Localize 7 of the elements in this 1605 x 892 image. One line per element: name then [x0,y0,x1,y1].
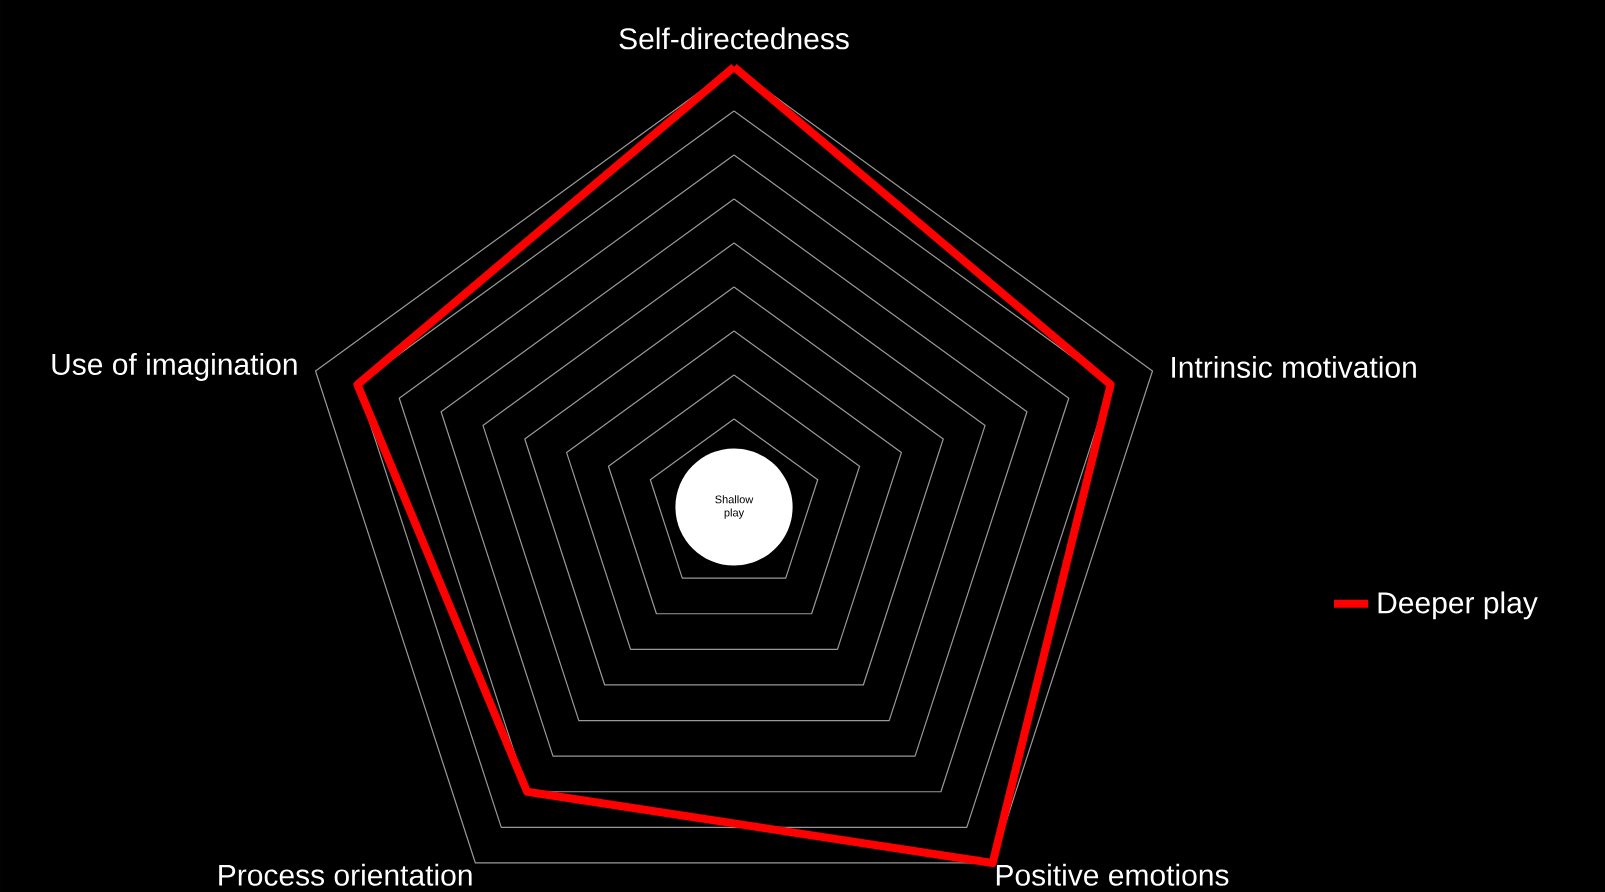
spoke-label: Positive emotions [996,863,1229,886]
spoke-label: Intrinsic motivation [1172,355,1416,378]
spoke-label: Self-directedness [619,27,849,50]
spoke-label: Use of imagination [52,352,297,381]
legend-label: Deeper play [1378,591,1538,620]
text: Shallow play [715,495,754,519]
spoke-label: Process orientation [219,863,472,886]
